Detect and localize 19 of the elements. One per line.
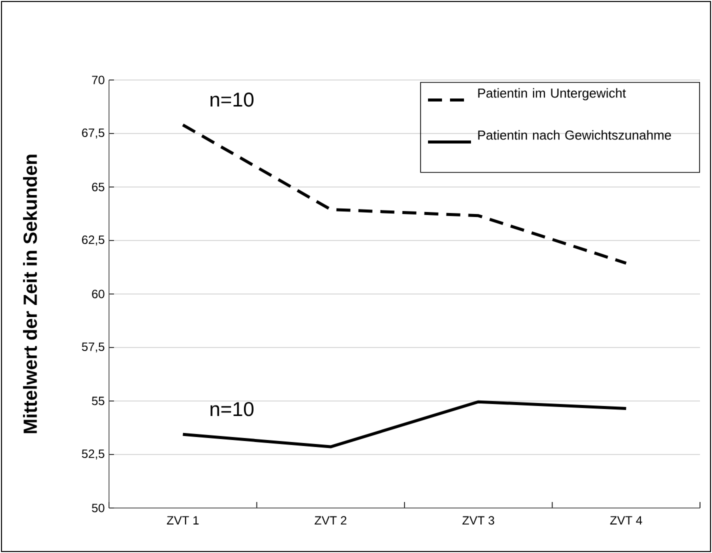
y-tick-label: 67,5 <box>82 128 104 138</box>
x-tick-label: ZVT 2 <box>314 516 346 525</box>
y-tick-label: 60 <box>92 290 104 298</box>
x-tick-label: ZVT 1 <box>166 516 199 524</box>
legend-label: Patientin nach Gewichtszunahme <box>478 130 671 140</box>
line-series <box>181 400 628 448</box>
y-tick-label: 57,5 <box>82 342 104 352</box>
y-tick-label: 62,5 <box>82 236 104 246</box>
y-tick-label: 70 <box>92 76 104 84</box>
y-tick-label: 55 <box>92 396 104 406</box>
y-axis-title: Mittelwert der Zeit in Sekunden <box>23 154 37 434</box>
annotation: n=10 <box>210 92 254 107</box>
annotation: n=10 <box>210 402 254 416</box>
x-tick-label: ZVT 3 <box>462 516 494 525</box>
y-tick-label: 65 <box>92 182 104 192</box>
y-tick-label: 50 <box>92 504 104 512</box>
x-tick-label: ZVT 4 <box>610 516 642 524</box>
y-tick-label: 52,5 <box>82 450 104 460</box>
legend-label: Patientin im Untergewicht <box>478 88 626 100</box>
